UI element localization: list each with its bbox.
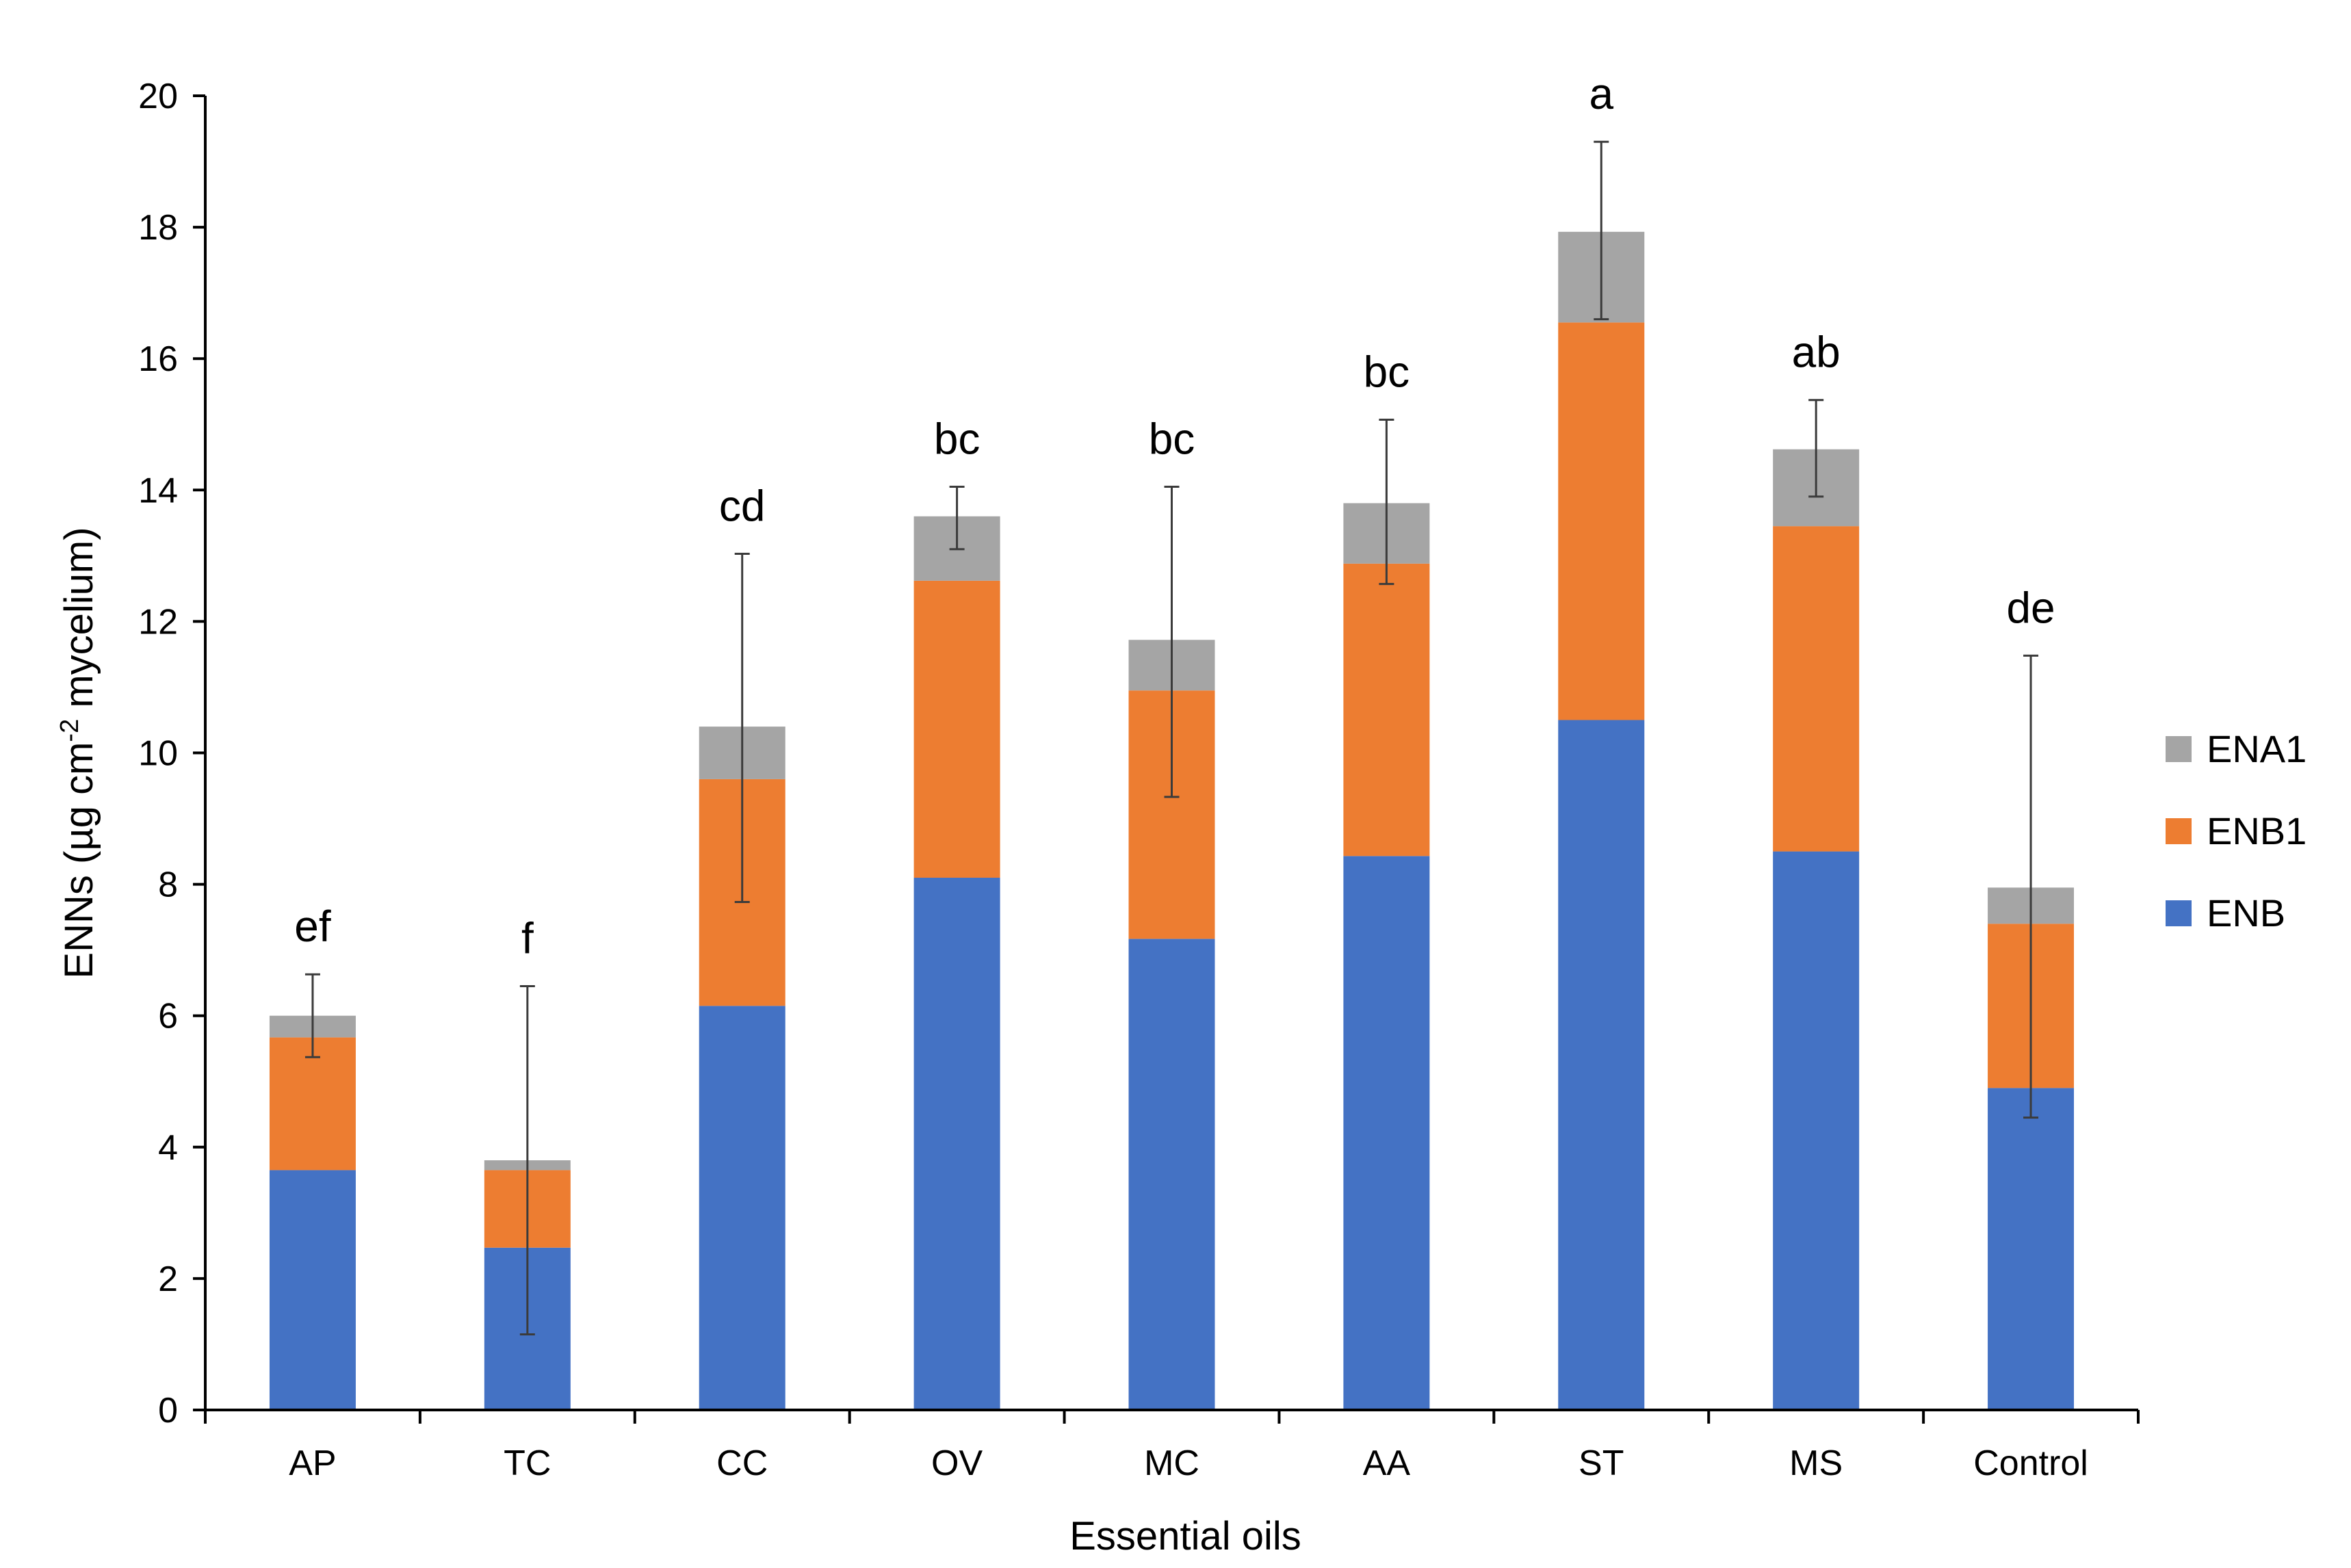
y-axis-title: ENNs (µg cm-2 mycelium) (55, 527, 101, 978)
labels-layer: 0 2 4 6 8 10 12 14 16 18 20 AP TC CC OV MC AA ST MS Control… (55, 69, 2088, 1558)
x-axis-title: Essential oils (1069, 1514, 1301, 1558)
bar-enb-ov (913, 877, 1000, 1410)
error-bar-st (1594, 140, 1609, 321)
significance-label: bc (1364, 348, 1410, 397)
y-tick-label: 18 (138, 208, 178, 248)
bars-layer (269, 231, 2075, 1410)
bar-enb1-aa (1343, 563, 1430, 857)
x-tick-label: MS (1789, 1443, 1843, 1483)
error-bars-layer (304, 140, 2039, 1336)
error-bar-mc (1164, 485, 1180, 798)
x-tick-label: TC (504, 1443, 551, 1483)
bar-enb-aa (1343, 856, 1430, 1410)
significance-label: f (521, 913, 534, 963)
y-tick-label: 12 (138, 602, 178, 642)
y-tick-label: 4 (158, 1128, 178, 1168)
bar-enb-ap (269, 1170, 356, 1410)
x-tick-label: AA (1363, 1443, 1411, 1483)
bar-enb-ms (1773, 851, 1860, 1410)
y-tick-label: 0 (158, 1391, 178, 1430)
y-tick-label: 14 (138, 471, 178, 510)
axes-layer (193, 94, 2140, 1424)
y-tick-label: 2 (158, 1259, 178, 1299)
significance-label: ab (1792, 328, 1841, 377)
error-bar-control (2023, 654, 2039, 1119)
legend-label-enb: ENB (2207, 891, 2285, 935)
y-tick-label: 10 (138, 734, 178, 774)
x-tick-label: Control (1973, 1443, 2088, 1483)
error-bar-ov (949, 485, 965, 551)
y-tick-label: 6 (158, 997, 178, 1036)
legend: ENA1 ENB1 ENB (2166, 727, 2307, 935)
bar-enb-mc (1128, 939, 1215, 1410)
x-tick-label: MC (1144, 1443, 1199, 1483)
legend-swatch-enb1 (2166, 818, 2192, 844)
x-tick-label: AP (289, 1443, 336, 1483)
bar-enb1-ov (913, 580, 1000, 878)
significance-label: de (2006, 583, 2055, 632)
bar-enb-st (1558, 720, 1645, 1410)
legend-swatch-enb (2166, 900, 2192, 926)
bar-enb1-ap (269, 1037, 356, 1171)
x-tick-label: CC (716, 1443, 768, 1483)
y-tick-label: 20 (138, 77, 178, 116)
bar-enb1-ms (1773, 526, 1860, 852)
bar-enb-control (1988, 1088, 2075, 1410)
error-bar-tc (519, 984, 535, 1336)
significance-label: bc (934, 414, 980, 463)
error-bar-ms (1808, 399, 1824, 498)
legend-label-enb1: ENB1 (2207, 809, 2307, 852)
significance-label: bc (1149, 414, 1195, 463)
error-bar-ap (304, 973, 320, 1058)
legend-swatch-ena1 (2166, 736, 2192, 762)
bar-enb-cc (699, 1006, 785, 1410)
x-tick-label: OV (931, 1443, 983, 1483)
y-tick-label: 16 (138, 339, 178, 379)
error-bar-aa (1379, 419, 1394, 586)
significance-label: ef (294, 902, 331, 951)
significance-label: a (1589, 69, 1613, 118)
error-bar-cc (734, 552, 750, 904)
significance-label: cd (719, 481, 766, 530)
bar-enb1-st (1558, 322, 1645, 720)
legend-label-ena1: ENA1 (2207, 727, 2307, 770)
y-tick-label: 8 (158, 865, 178, 905)
x-tick-label: ST (1579, 1443, 1624, 1483)
